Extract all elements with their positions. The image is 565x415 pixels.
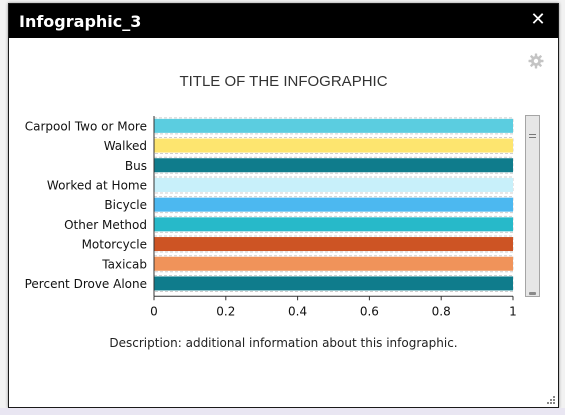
category-label: Walked xyxy=(104,139,147,153)
scrollbar-handle-bottom[interactable] xyxy=(529,292,536,295)
chart-title: TITLE OF THE INFOGRAPHIC xyxy=(179,73,388,90)
bar-chart: Carpool Two or More Walked Bus Worked at Ho… xyxy=(25,116,517,318)
bar-motorcycle[interactable] xyxy=(154,237,513,252)
background-map-strip xyxy=(0,408,565,415)
category-label: Carpool Two or More xyxy=(25,119,147,133)
close-icon[interactable]: ✕ xyxy=(530,9,546,30)
bar-other-method[interactable] xyxy=(154,217,513,232)
category-label: Other Method xyxy=(64,218,147,232)
bar-worked-at-home[interactable] xyxy=(154,177,513,192)
chart-description: Description: additional information abou… xyxy=(109,336,458,350)
bar-carpool-two-or-more[interactable] xyxy=(154,118,513,133)
gear-icon[interactable] xyxy=(528,53,544,69)
category-label: Bus xyxy=(125,159,147,173)
bar-percent-drove-alone[interactable] xyxy=(154,276,513,291)
category-label: Percent Drove Alone xyxy=(25,277,147,291)
category-label: Bicycle xyxy=(104,198,147,212)
infographic-window: Infographic_3 ✕ TITLE OF THE INFOGRAPHIC… xyxy=(8,3,559,408)
chart-scrollbar[interactable] xyxy=(525,115,540,297)
x-tick-label: 0 xyxy=(150,304,158,318)
x-tick-label: 0.6 xyxy=(360,304,379,318)
x-tick-label: 0.8 xyxy=(432,304,451,318)
title-bar[interactable]: Infographic_3 ✕ xyxy=(9,4,558,38)
resize-grip-icon[interactable] xyxy=(546,395,556,405)
chart-area: TITLE OF THE INFOGRAPHIC Carpool Two or … xyxy=(9,38,558,407)
bar-walked[interactable] xyxy=(154,138,513,153)
window-title: Infographic_3 xyxy=(19,12,142,31)
x-tick-label: 0.4 xyxy=(288,304,307,318)
bar-bus[interactable] xyxy=(154,158,513,173)
bar-taxicab[interactable] xyxy=(154,256,513,271)
bar-bicycle[interactable] xyxy=(154,197,513,212)
x-tick-label: 1 xyxy=(509,304,517,318)
scrollbar-handle-top[interactable] xyxy=(529,134,536,138)
category-label: Taxicab xyxy=(101,257,147,271)
x-tick-label: 0.2 xyxy=(216,304,235,318)
category-label: Motorcycle xyxy=(82,238,147,252)
category-label: Worked at Home xyxy=(47,178,147,192)
